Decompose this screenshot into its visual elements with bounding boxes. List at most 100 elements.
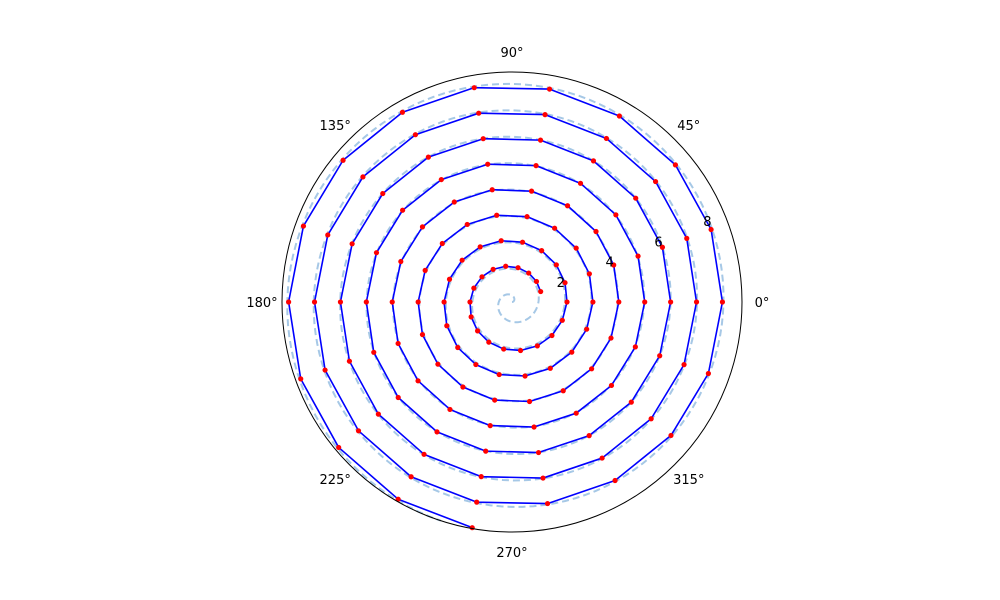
data-point-marker: [533, 278, 540, 285]
data-point-marker: [395, 340, 401, 347]
data-point-marker: [478, 474, 484, 480]
theta-tick-label: 0°: [755, 296, 770, 311]
data-point-marker: [355, 428, 362, 434]
data-point-marker: [611, 262, 617, 268]
data-point-marker: [373, 250, 380, 256]
data-point-marker: [349, 241, 355, 247]
data-point-marker: [542, 112, 548, 118]
data-point-marker: [473, 361, 479, 368]
data-point-marker: [375, 411, 381, 417]
data-point-marker: [300, 223, 307, 229]
data-point-marker: [389, 299, 395, 305]
data-point-marker: [719, 299, 726, 305]
data-point-marker: [616, 113, 622, 119]
data-point-marker: [668, 299, 674, 305]
data-point-marker: [546, 86, 553, 92]
data-point-marker: [336, 444, 342, 451]
data-point-marker: [486, 339, 492, 345]
data-point-marker: [608, 382, 615, 389]
data-point-marker: [340, 157, 346, 163]
theta-tick-label: 270°: [496, 546, 527, 561]
data-point-marker: [363, 299, 369, 305]
data-point-marker: [467, 299, 473, 305]
radial-tick-label: 8: [703, 215, 711, 230]
data-point-marker: [632, 344, 638, 350]
data-point-marker: [540, 475, 546, 481]
data-point-marker: [460, 384, 466, 390]
data-point-marker: [547, 365, 553, 371]
radial-tick-label: 4: [606, 256, 614, 271]
data-point-marker: [471, 85, 477, 91]
data-point-marker: [612, 477, 618, 484]
data-point-marker: [693, 299, 700, 305]
data-point-marker: [492, 397, 498, 403]
data-point-marker: [684, 235, 690, 241]
data-point-marker: [412, 132, 419, 138]
data-point-marker: [400, 207, 406, 213]
data-point-marker: [415, 299, 421, 305]
data-point-marker: [628, 399, 634, 405]
data-point-marker: [421, 451, 427, 457]
data-point-marker: [439, 240, 445, 247]
data-point-marker: [657, 353, 663, 359]
data-point-marker: [526, 398, 533, 405]
data-point-marker: [672, 162, 679, 168]
data-point-marker: [325, 232, 331, 238]
data-point-marker: [469, 525, 475, 531]
dashed-spiral-line: [286, 82, 725, 522]
data-point-marker: [479, 274, 485, 280]
data-point-marker: [444, 323, 450, 329]
data-point-marker: [474, 499, 480, 505]
data-point-marker: [311, 299, 318, 305]
data-point-marker: [537, 137, 544, 143]
data-point-marker: [535, 449, 542, 456]
data-point-marker: [544, 500, 551, 507]
data-point-marker: [584, 326, 590, 332]
theta-tick-label: 90°: [500, 46, 523, 61]
data-point-marker: [459, 257, 465, 263]
data-point-marker: [534, 343, 540, 349]
data-point-marker: [464, 221, 470, 228]
data-point-marker: [538, 288, 544, 295]
data-point-marker: [446, 276, 453, 282]
data-point-marker: [590, 158, 597, 164]
data-point-marker: [593, 228, 599, 235]
theta-tick-label: 180°: [246, 296, 277, 311]
data-point-marker: [451, 199, 457, 205]
data-point-marker: [531, 424, 537, 430]
radial-tick-label: 2: [557, 276, 565, 291]
data-point-marker: [599, 455, 605, 461]
data-point-marker: [524, 214, 530, 220]
data-point-marker: [419, 224, 426, 230]
data-point-marker: [380, 190, 386, 197]
data-point-marker: [489, 187, 495, 193]
data-point-marker: [613, 212, 619, 218]
data-point-marker: [496, 371, 502, 378]
data-point-marker: [633, 195, 639, 201]
data-point-marker: [395, 496, 401, 502]
data-point-marker: [398, 258, 404, 265]
data-point-marker: [589, 366, 595, 372]
data-point-marker: [435, 361, 441, 367]
data-point-marker: [526, 270, 532, 276]
data-point-marker: [586, 271, 592, 277]
data-point-marker: [559, 317, 565, 323]
data-point-marker: [603, 135, 610, 142]
theta-tick-label: 45°: [677, 119, 700, 134]
data-point-marker: [635, 253, 641, 259]
data-point-marker: [642, 299, 648, 305]
data-point-marker: [474, 328, 481, 334]
data-point-marker: [468, 314, 474, 320]
data-point-marker: [652, 178, 659, 185]
data-point-marker: [346, 358, 353, 364]
data-point-marker: [519, 239, 526, 245]
data-point-marker: [515, 265, 521, 271]
data-point-marker: [322, 367, 328, 373]
theta-tick-label: 315°: [673, 473, 704, 488]
data-point-marker: [590, 299, 596, 305]
data-point-marker: [371, 349, 377, 355]
data-point-marker: [337, 299, 344, 305]
data-point-marker: [564, 203, 571, 209]
data-point-marker: [415, 378, 421, 384]
